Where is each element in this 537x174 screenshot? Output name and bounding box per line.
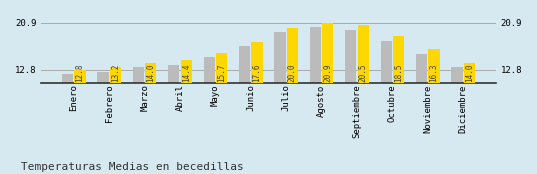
Bar (145, 63, 156, 83)
Text: 16.3: 16.3 (430, 63, 438, 82)
Bar (381, 41, 392, 83)
Text: 17.6: 17.6 (252, 63, 262, 82)
Bar (287, 28, 298, 83)
Bar (322, 23, 333, 83)
Bar (463, 63, 475, 83)
Bar (358, 25, 369, 83)
Text: 13.2: 13.2 (111, 63, 120, 82)
Bar (274, 32, 286, 83)
Text: 14.4: 14.4 (182, 63, 191, 82)
Bar (204, 57, 215, 83)
Text: 15.7: 15.7 (217, 63, 226, 82)
Bar (180, 60, 192, 83)
Bar (216, 53, 227, 83)
Bar (310, 27, 321, 83)
Bar (345, 30, 357, 83)
Bar (429, 49, 440, 83)
Text: 14.0: 14.0 (147, 63, 155, 82)
Bar (168, 65, 179, 83)
Text: Temperaturas Medias en becedillas: Temperaturas Medias en becedillas (21, 162, 244, 172)
Bar (133, 67, 144, 83)
Bar (62, 74, 74, 83)
Bar (97, 72, 108, 83)
Bar (451, 67, 462, 83)
Text: 20.9: 20.9 (323, 63, 332, 82)
Text: 12.8: 12.8 (76, 63, 84, 82)
Text: 20.5: 20.5 (359, 63, 368, 82)
Bar (239, 46, 250, 83)
Bar (416, 54, 427, 83)
Text: 20.0: 20.0 (288, 63, 297, 82)
Text: 18.5: 18.5 (394, 63, 403, 82)
Bar (251, 42, 263, 83)
Bar (75, 70, 86, 83)
Bar (110, 67, 121, 83)
Bar (393, 37, 404, 83)
Text: 14.0: 14.0 (465, 63, 474, 82)
